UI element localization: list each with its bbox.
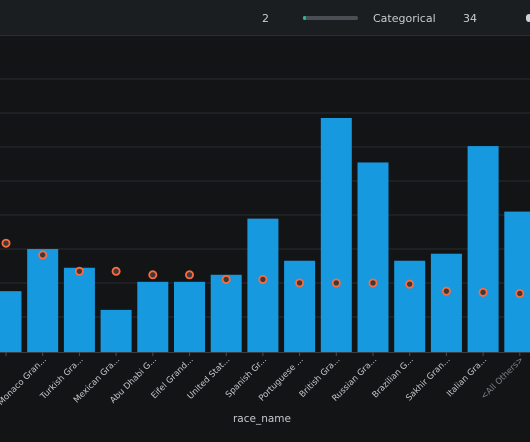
bar [210, 274, 242, 352]
toolbar: 2 Categorical 34 [0, 0, 530, 36]
dot-marker [368, 278, 378, 288]
bar [27, 249, 59, 352]
dot-marker [441, 286, 451, 296]
dot-marker [184, 270, 194, 280]
bar [63, 267, 95, 352]
bar [284, 260, 316, 352]
bar [247, 218, 279, 352]
dot-marker [515, 288, 525, 298]
bar [320, 118, 352, 352]
bar [467, 146, 499, 352]
bar [174, 281, 205, 352]
dot-marker [1, 238, 11, 248]
count-value: 2 [262, 12, 269, 25]
bar-chart: Monaco Gran...Turkish Gra...Mexican Gra.… [0, 78, 530, 425]
x-axis-title: race_name [233, 413, 291, 425]
dot-marker [478, 287, 488, 297]
bar [100, 309, 132, 352]
category-count: 34 [463, 12, 477, 25]
bar [357, 162, 389, 352]
dot-marker [148, 270, 158, 280]
dot-marker [74, 266, 84, 276]
slider-fill [303, 16, 306, 20]
bar [394, 260, 426, 352]
bar [504, 211, 530, 352]
slider-track[interactable] [303, 16, 358, 20]
dot-marker [111, 266, 121, 276]
dot-marker [331, 278, 341, 288]
dot-marker [221, 274, 231, 284]
bar [430, 253, 462, 352]
x-tick-label: Monaco Gran... [0, 355, 49, 408]
menu-icon[interactable] [526, 14, 530, 22]
dot-marker [405, 279, 415, 289]
dot-marker [258, 274, 268, 284]
column-type-label: Categorical [373, 12, 436, 25]
bar [0, 291, 22, 352]
dot-marker [38, 250, 48, 260]
dot-marker [295, 278, 305, 288]
bar [137, 281, 169, 352]
